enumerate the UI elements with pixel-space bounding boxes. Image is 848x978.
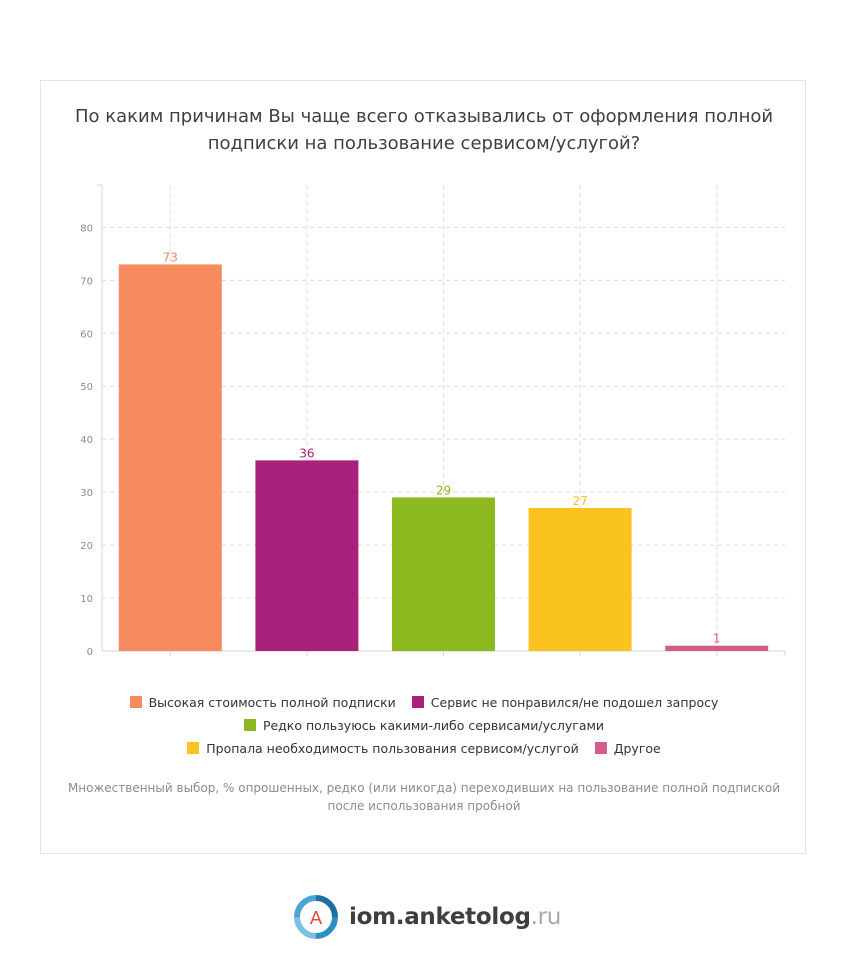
y-tick-label: 0 [87,647,93,658]
brand-domain: iom.anketolog [349,904,531,930]
y-tick-label: 60 [80,329,93,340]
legend-label: Высокая стоимость полной подписки [148,695,396,710]
chart-title: По каким причинам Вы чаще всего отказыва… [41,103,807,157]
bar [528,508,632,651]
bar [255,460,359,651]
legend-label: Редко пользуюсь какими-либо сервисами/ус… [262,718,605,733]
brand-name: iom.anketolog.ru [349,904,561,930]
y-tick-label: 80 [80,223,93,234]
legend-item[interactable]: Пропала необходимость пользования сервис… [187,739,579,759]
legend-swatch [594,742,607,754]
legend-label: Пропала необходимость пользования сервис… [206,741,579,756]
logo-letter: А [310,908,323,929]
brand-tld: .ru [530,904,562,930]
bar-chart: 0 10 20 30 40 50 60 70 80 73 36 29 27 1 [80,184,786,658]
bar-value-label: 27 [572,494,587,508]
chart-title-line-2: подписки на пользование сервисом/услугой… [207,133,641,154]
bar-value-label: 73 [163,250,178,264]
chart-card: По каким причинам Вы чаще всего отказыва… [40,80,806,854]
legend-item[interactable]: Высокая стоимость полной подписки [129,693,396,713]
chart-legend: Высокая стоимость полной подписки Сервис… [41,693,807,762]
bar-value-label: 36 [299,446,314,460]
y-tick-label: 10 [80,594,93,605]
anketolog-logo-icon: А [294,895,338,939]
y-tick-label: 40 [80,435,93,446]
footer-logo[interactable]: А iom.anketolog.ru [293,894,561,940]
bar [118,264,222,651]
legend-label: Сервис не понравился/не подошел запросу [430,695,719,710]
y-tick-label: 70 [80,276,93,287]
legend-swatch [411,696,424,708]
legend-swatch [129,696,142,708]
legend-swatch [187,742,200,754]
bar-value-label: 1 [713,632,721,646]
legend-item[interactable]: Другое [594,739,661,759]
bar-value-label: 29 [436,483,451,497]
chart-footnote: Множественный выбор, % опрошенных, редко… [67,781,781,813]
y-tick-label: 20 [80,541,93,552]
y-tick-label: 30 [80,488,93,499]
legend-label: Другое [613,741,661,756]
legend-item[interactable]: Редко пользуюсь какими-либо сервисами/ус… [243,716,605,736]
bar [665,645,769,651]
legend-swatch [243,719,256,731]
bar [392,497,495,651]
y-tick-label: 50 [80,382,93,393]
chart-title-line-1: По каким причинам Вы чаще всего отказыва… [74,106,774,127]
legend-item[interactable]: Сервис не понравился/не подошел запросу [411,693,719,713]
